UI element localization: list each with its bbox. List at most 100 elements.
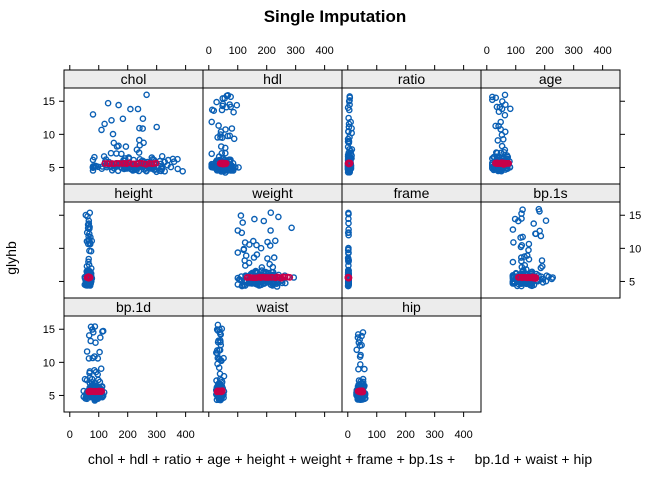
observed-point [89, 163, 97, 171]
observed-point [119, 115, 127, 123]
observed-point [235, 164, 242, 171]
observed-point [158, 163, 166, 171]
minor-ticks [59, 65, 625, 417]
observed-point [355, 339, 363, 346]
bottom-x-axis-hip: 0 100 200 300 400 [345, 412, 473, 441]
observed-point [99, 327, 107, 335]
chart-title: Single Imputation [264, 7, 407, 26]
observed-point [344, 104, 352, 111]
observed-point [538, 257, 546, 264]
observed-point [96, 348, 103, 356]
observed-point [530, 220, 538, 227]
x-tick-label: 0 [345, 429, 351, 441]
observed-point [215, 346, 223, 354]
observed-point [358, 396, 365, 403]
observed-point [167, 163, 175, 171]
observed-point [356, 342, 364, 350]
observed-point [133, 146, 141, 153]
observed-point [353, 346, 361, 354]
panel-frame [341, 87, 482, 185]
observed-point [345, 231, 352, 239]
panel-strip-label: ratio [398, 71, 425, 87]
observed-point [509, 258, 517, 266]
observed-point [241, 239, 249, 246]
imputed-point [86, 274, 94, 281]
y-tick-label: 15 [43, 324, 55, 336]
observed-point [227, 93, 234, 101]
observed-point [267, 209, 275, 216]
observed-point [217, 356, 224, 364]
observed-point [266, 242, 274, 249]
observed-point [208, 150, 215, 158]
imputed-point [218, 387, 226, 394]
x-tick-label: 400 [176, 429, 194, 441]
observed-point [109, 130, 117, 138]
observed-point [85, 355, 93, 362]
panel-strip-label: bp.1d [116, 299, 151, 315]
observed-point [518, 257, 525, 265]
observed-point [86, 230, 93, 238]
observed-point [271, 237, 279, 245]
observed-point [253, 241, 260, 249]
observed-point [151, 166, 159, 173]
observed-point [233, 101, 241, 109]
x-tick-label: 400 [315, 45, 333, 57]
panel-weight: weight [202, 183, 343, 299]
observed-point [87, 323, 95, 331]
observed-point [359, 375, 367, 383]
observed-point [216, 328, 223, 336]
observed-point [229, 159, 237, 167]
observed-point [270, 254, 278, 261]
observed-point [228, 125, 236, 132]
observed-point [89, 354, 96, 362]
panel-hdl: hdl [202, 69, 343, 185]
observed-point [498, 98, 506, 105]
observed-point [241, 262, 249, 269]
observed-point [139, 115, 147, 122]
panel-strip-label: weight [251, 185, 293, 201]
y-tick-label: 10 [43, 129, 55, 141]
observed-point [157, 167, 165, 175]
observed-point [104, 99, 112, 107]
observed-point [85, 258, 92, 266]
observed-point [216, 326, 223, 333]
panel-frame [341, 315, 482, 413]
observed-point [89, 156, 97, 164]
observed-point [179, 167, 186, 175]
observed-point [345, 270, 352, 278]
observed-point [226, 132, 234, 140]
observed-point [494, 137, 502, 144]
y-axis-label: glyhb [3, 241, 19, 275]
observed-point [91, 323, 99, 330]
panel-strip-label: height [114, 185, 152, 201]
observed-point [216, 370, 224, 378]
x-tick-label: 100 [368, 429, 386, 441]
observed-point [161, 158, 169, 166]
observed-point [101, 120, 108, 128]
observed-point [515, 217, 522, 225]
observed-point [518, 254, 525, 261]
observed-point [86, 240, 94, 248]
panel-strip-label: waist [256, 299, 289, 315]
observed-point [98, 126, 105, 134]
observed-point [525, 240, 533, 248]
observed-point [113, 150, 120, 157]
observed-point [219, 100, 227, 108]
observed-point [239, 219, 246, 226]
observed-point [506, 105, 514, 113]
observed-point [345, 219, 352, 227]
observed-point [267, 227, 274, 234]
observed-point [213, 98, 220, 106]
observed-point [348, 146, 356, 153]
observed-point [494, 167, 502, 175]
observed-point [234, 249, 242, 256]
observed-point [488, 93, 496, 101]
observed-point [345, 166, 353, 174]
panel-waist: waist [202, 297, 343, 413]
imputed-point [345, 274, 352, 282]
observed-point [344, 138, 352, 145]
observed-point [108, 117, 115, 124]
panel-frame [341, 201, 482, 299]
observed-point [361, 365, 368, 373]
